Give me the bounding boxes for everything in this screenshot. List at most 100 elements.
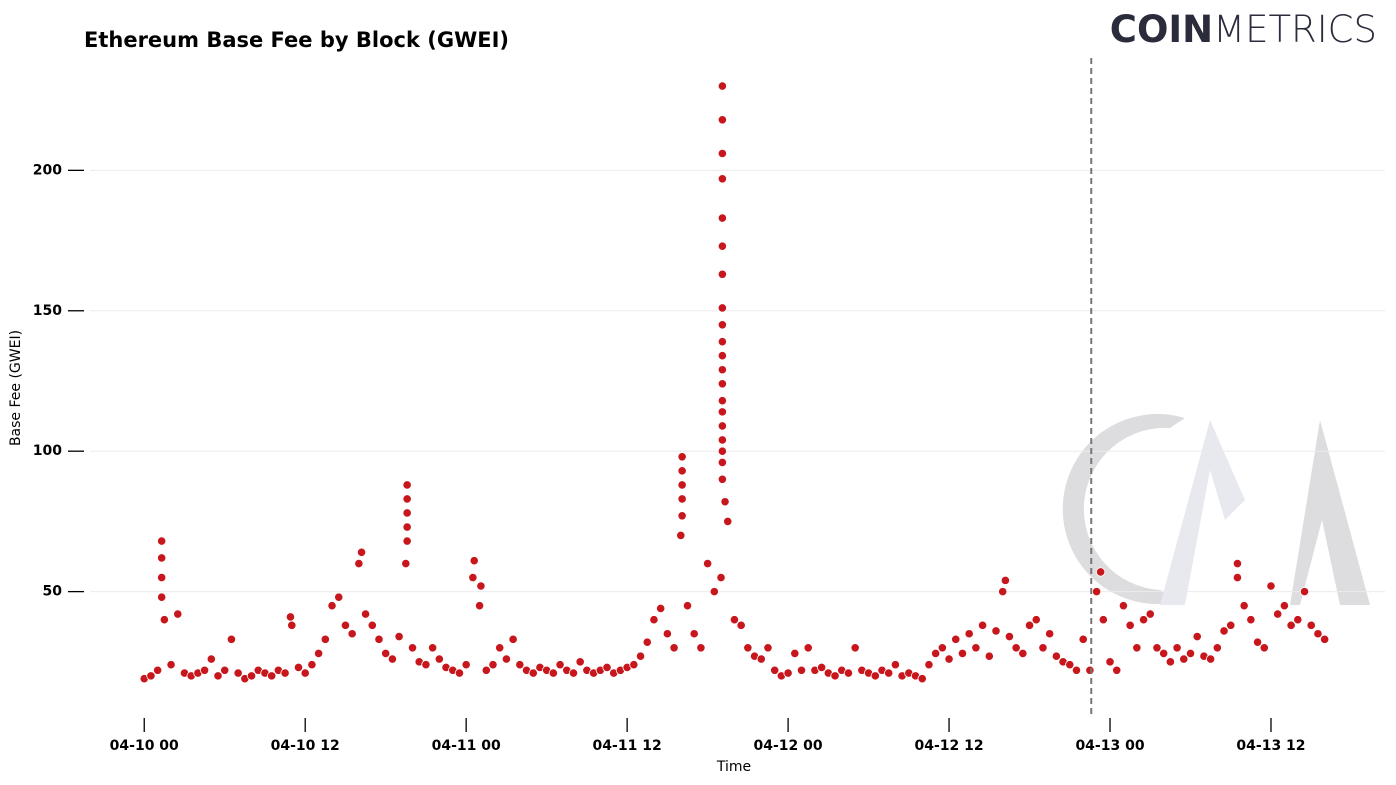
point [850, 643, 860, 653]
point [717, 379, 727, 389]
point [461, 660, 471, 670]
point [468, 572, 478, 583]
point [1179, 654, 1189, 664]
point [717, 435, 727, 445]
point [528, 668, 538, 678]
point [717, 365, 727, 375]
point [374, 634, 384, 644]
point [402, 480, 412, 490]
point [1226, 620, 1236, 630]
point [320, 634, 330, 644]
point [287, 620, 297, 630]
point [830, 671, 840, 681]
point [1132, 643, 1142, 653]
point [157, 592, 167, 602]
point [763, 643, 773, 653]
point [300, 668, 310, 678]
point [717, 396, 727, 406]
point [367, 620, 377, 630]
point [717, 351, 727, 361]
logo-light: METRICS [1213, 8, 1377, 51]
point [421, 660, 431, 670]
point [964, 629, 974, 639]
point [635, 651, 646, 661]
point [428, 643, 438, 653]
point [890, 660, 901, 670]
point [717, 81, 727, 91]
point [407, 643, 418, 653]
point [944, 654, 954, 664]
point [575, 657, 585, 667]
point [173, 609, 183, 619]
point [340, 620, 351, 630]
point [676, 530, 686, 541]
point [736, 620, 746, 630]
point [717, 446, 727, 456]
point [1004, 631, 1015, 642]
point [717, 174, 727, 184]
point [1259, 643, 1269, 653]
point [206, 654, 216, 664]
x-tick-label: 04-10 00 [110, 738, 179, 754]
point [354, 558, 364, 569]
point [917, 674, 927, 684]
grid: 50 100 150 200 04-10 00 04-10 12 04-11 00 04-11… [33, 162, 1385, 754]
point [1078, 634, 1088, 644]
point [1266, 581, 1276, 591]
point [157, 536, 167, 546]
point [200, 665, 210, 675]
x-tick-label: 04-13 12 [1236, 738, 1305, 754]
x-axis-label: Time [716, 759, 751, 775]
point [717, 320, 727, 330]
point [166, 660, 176, 670]
point [984, 651, 994, 661]
point [356, 547, 367, 557]
points [139, 81, 1330, 684]
y-tick-label: 100 [33, 443, 62, 459]
point [817, 662, 827, 673]
point [495, 643, 505, 653]
point [293, 662, 304, 673]
point [1038, 643, 1048, 653]
point [454, 668, 465, 678]
point [677, 480, 687, 490]
x-tick-label: 04-13 00 [1075, 738, 1144, 754]
x-tick-label: 04-12 12 [914, 738, 983, 754]
point [1206, 654, 1216, 664]
point [1273, 609, 1283, 619]
point [717, 303, 727, 313]
point [1279, 601, 1289, 611]
point [401, 558, 411, 569]
point [717, 241, 727, 251]
point [931, 648, 941, 659]
point [159, 615, 169, 625]
point [233, 668, 243, 678]
point [1125, 620, 1135, 630]
point [1112, 665, 1122, 675]
point [481, 665, 491, 675]
point [998, 587, 1008, 597]
point [1306, 620, 1316, 630]
point [716, 572, 726, 583]
point [723, 516, 733, 527]
point [803, 643, 813, 653]
point [1031, 615, 1041, 625]
point [642, 637, 652, 647]
point [402, 508, 412, 518]
point [1299, 587, 1310, 597]
point [937, 643, 947, 653]
point [314, 648, 324, 659]
point [709, 587, 719, 597]
point [991, 626, 1001, 636]
point [717, 115, 727, 125]
point [347, 629, 357, 639]
point [717, 213, 727, 223]
point [677, 511, 687, 521]
point [1071, 665, 1082, 675]
point [568, 668, 579, 678]
point [1293, 615, 1303, 625]
point [1011, 643, 1021, 653]
chart-title: Ethereum Base Fee by Block (GWEI) [84, 28, 509, 52]
point [267, 671, 277, 681]
